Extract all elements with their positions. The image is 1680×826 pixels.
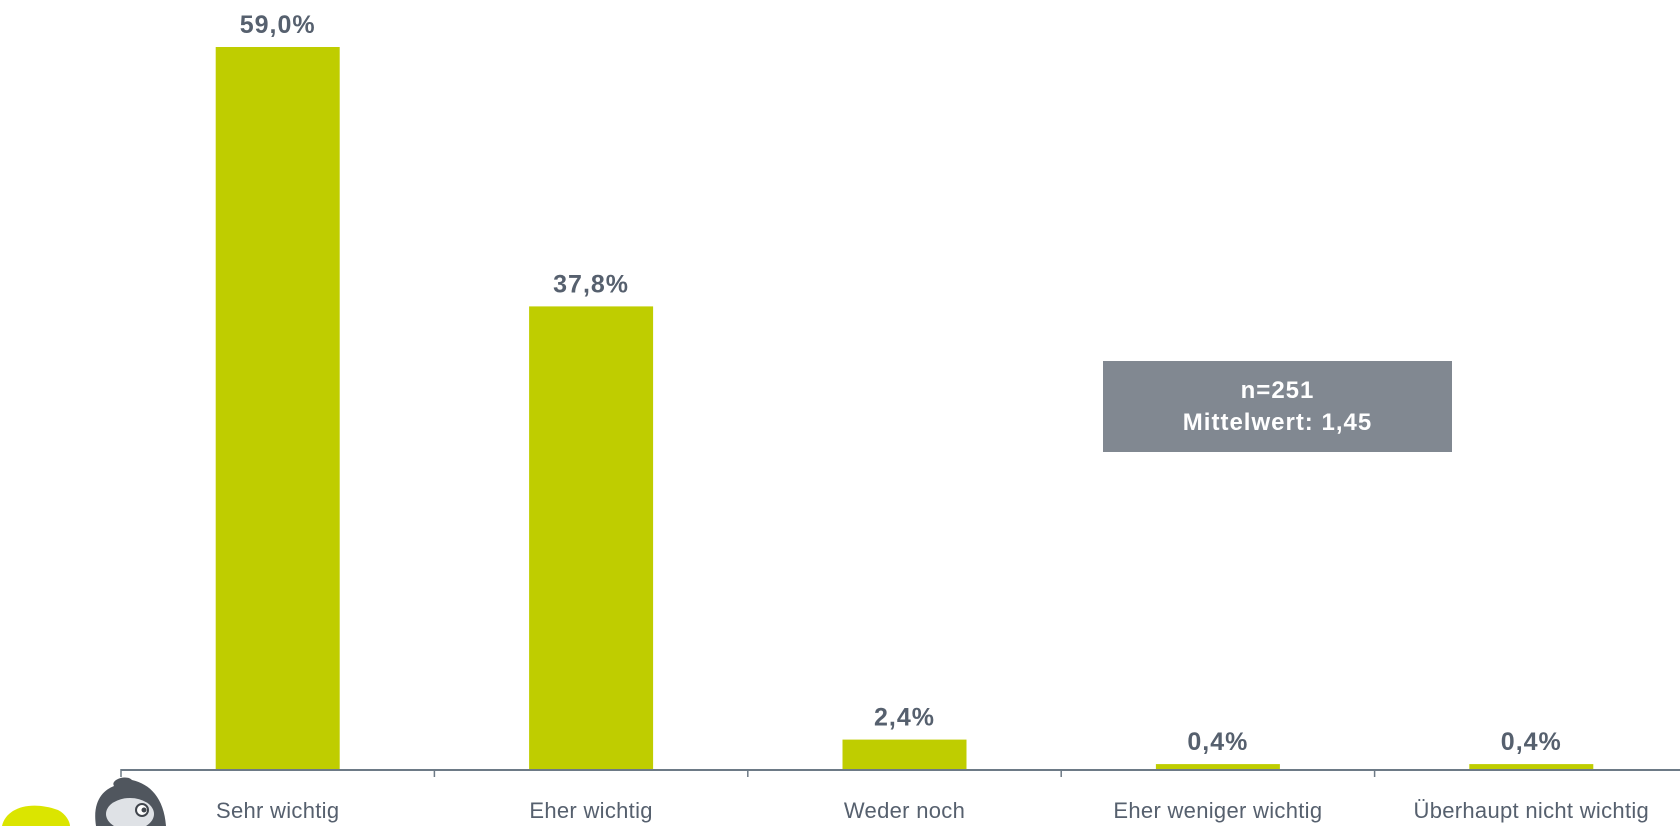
bar-5: [1469, 764, 1594, 769]
category-labels-group: Sehr wichtig Eher wichtig Weder noch Eher w…: [216, 798, 1649, 823]
category-label-1: Sehr wichtig: [216, 798, 339, 823]
value-label-1: 59,0%: [240, 11, 316, 39]
category-label-5: Überhaupt nicht wichtig: [1414, 798, 1650, 823]
value-label-2: 37,8%: [553, 270, 629, 298]
bars-group: [215, 47, 1594, 769]
bar-4: [1155, 764, 1280, 769]
value-label-5: 0,4%: [1501, 728, 1562, 756]
mascot-character-icon: [2, 777, 166, 826]
x-axis: [120, 769, 1680, 777]
sample-info-box: n=251 Mittelwert: 1,45: [1103, 361, 1452, 452]
bar-2: [529, 306, 654, 769]
sample-size-text: n=251: [1240, 376, 1315, 404]
category-label-3: Weder noch: [844, 798, 965, 823]
value-labels-group: 59,0% 37,8% 2,4% 0,4% 0,4%: [240, 11, 1562, 756]
mascot-pupil: [141, 807, 147, 813]
category-label-4: Eher weniger wichtig: [1113, 798, 1322, 823]
value-label-3: 2,4%: [874, 704, 935, 732]
bar-3: [842, 739, 967, 769]
category-label-2: Eher wichtig: [529, 798, 652, 823]
value-label-4: 0,4%: [1187, 728, 1248, 756]
mean-value-text: Mittelwert: 1,45: [1182, 408, 1373, 436]
bar-1: [215, 47, 340, 769]
mascot-green-shape: [2, 805, 70, 826]
